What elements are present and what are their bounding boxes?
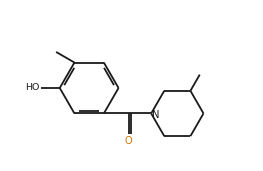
Text: HO: HO: [26, 83, 40, 93]
Text: N: N: [152, 110, 160, 120]
Text: O: O: [125, 136, 133, 146]
